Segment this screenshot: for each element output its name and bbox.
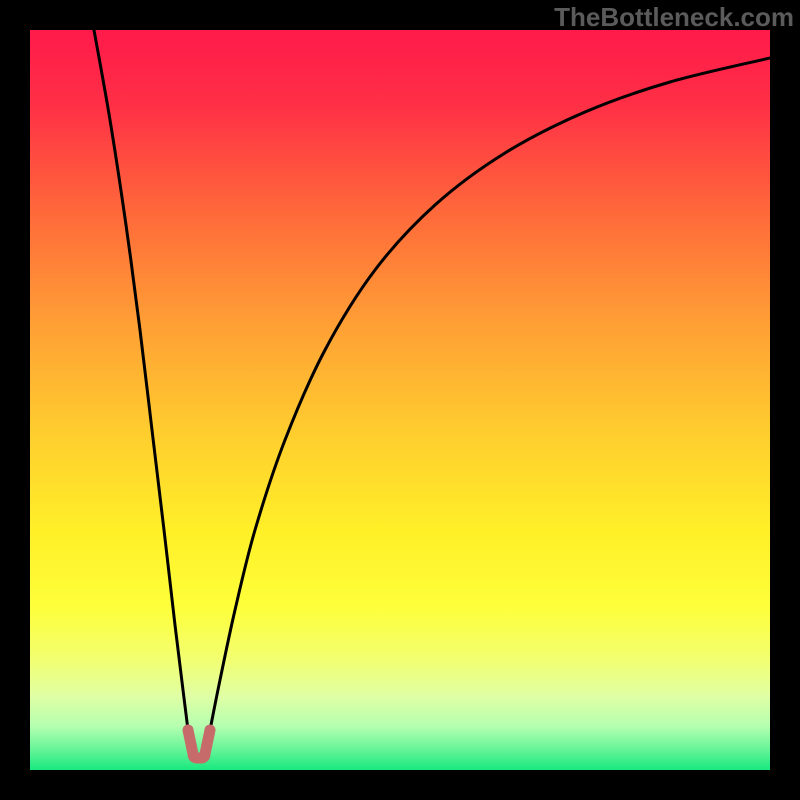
bottleneck-curve-path: [94, 30, 770, 730]
bottleneck-curve-svg: [30, 30, 770, 770]
plot-area: [30, 30, 770, 770]
bottleneck-notch-shape: [188, 730, 210, 758]
chart-frame: TheBottleneck.com: [0, 0, 800, 800]
watermark-text: TheBottleneck.com: [554, 2, 794, 33]
